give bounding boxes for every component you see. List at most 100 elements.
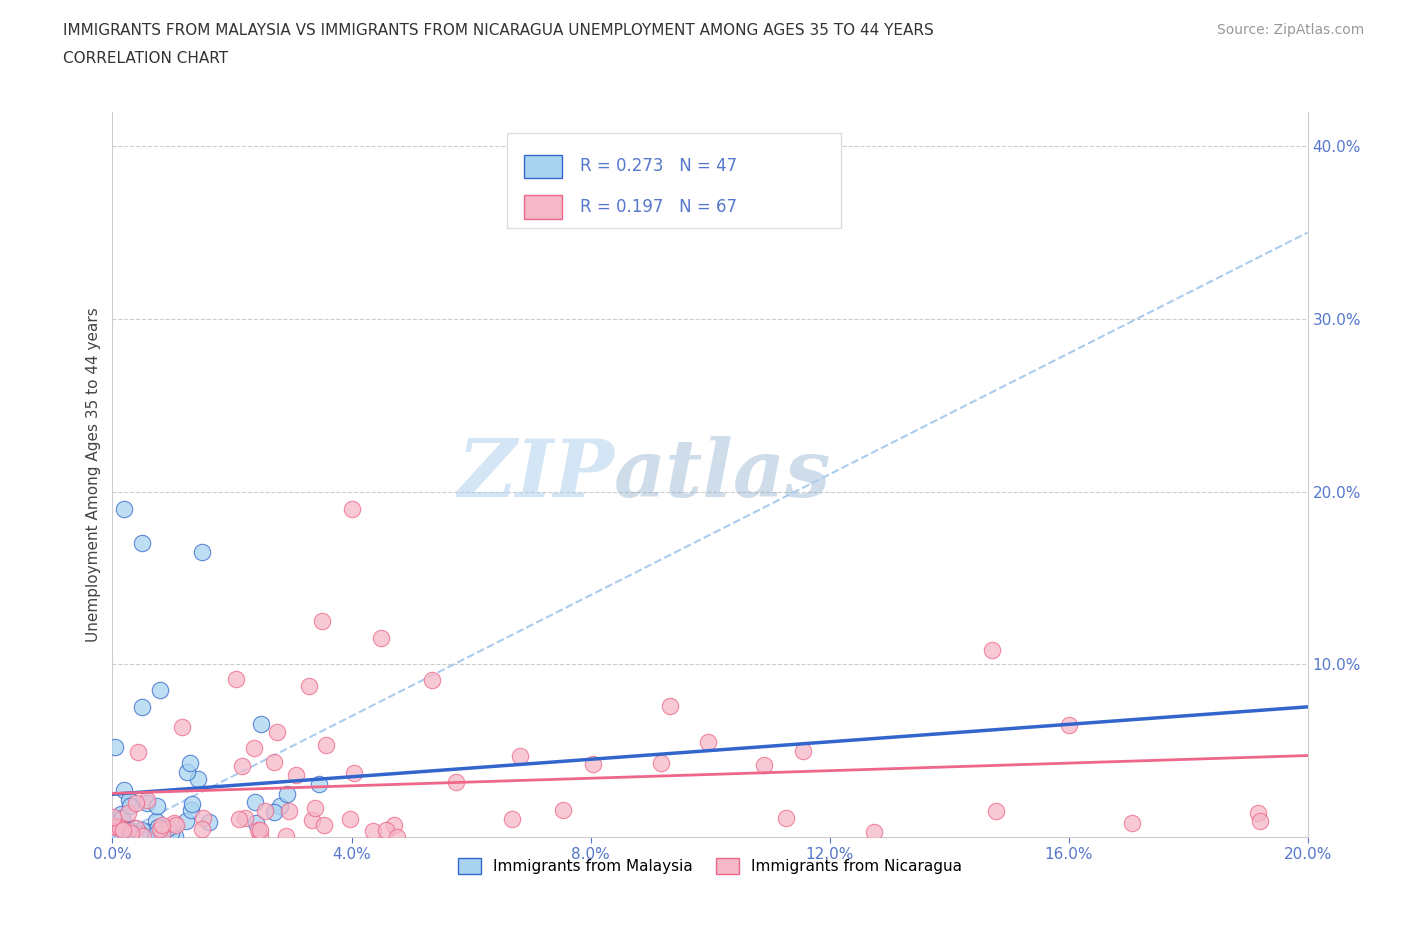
Point [160, 825, 183, 840]
Point [197, 815, 219, 830]
Point [231, 759, 253, 774]
Point [118, 828, 141, 843]
Point [650, 755, 672, 770]
Point [225, 671, 247, 686]
Point [135, 792, 157, 807]
Point [170, 720, 193, 735]
Point [263, 804, 285, 819]
Point [249, 829, 271, 844]
Point [165, 817, 187, 832]
Point [112, 783, 135, 798]
Point [311, 614, 333, 629]
Point [152, 817, 174, 832]
Point [301, 812, 323, 827]
Point [136, 796, 159, 811]
Point [180, 803, 202, 817]
Point [131, 823, 153, 838]
Point [382, 817, 405, 832]
Point [752, 757, 775, 772]
Point [247, 822, 270, 837]
Point [108, 821, 131, 836]
Point [340, 501, 363, 516]
Point [191, 545, 214, 560]
Point [156, 820, 179, 835]
Point [131, 700, 153, 715]
Point [509, 749, 531, 764]
Point [124, 796, 146, 811]
Point [176, 764, 198, 779]
Point [128, 829, 150, 844]
Point [792, 743, 814, 758]
Point [696, 735, 718, 750]
Point [114, 501, 135, 516]
Point [1121, 815, 1143, 830]
Point [191, 811, 214, 826]
Point [582, 757, 605, 772]
Point [775, 811, 797, 826]
Point [118, 799, 141, 814]
Point [385, 830, 408, 844]
Point [980, 643, 1002, 658]
Point [149, 683, 172, 698]
Point [101, 810, 124, 825]
Point [124, 820, 146, 835]
Point [129, 827, 152, 842]
Point [304, 801, 326, 816]
Point [339, 812, 361, 827]
Point [117, 823, 139, 838]
Y-axis label: Unemployment Among Ages 35 to 44 years: Unemployment Among Ages 35 to 44 years [86, 307, 101, 642]
Point [308, 777, 330, 791]
FancyBboxPatch shape [508, 133, 842, 228]
Point [111, 822, 134, 837]
Point [110, 823, 132, 838]
Point [1249, 814, 1271, 829]
Point [118, 793, 141, 808]
Point [104, 739, 127, 754]
Point [152, 826, 174, 841]
Bar [523, 154, 562, 178]
Point [285, 767, 308, 782]
Point [276, 829, 298, 844]
Point [249, 822, 271, 837]
Point [105, 828, 128, 843]
Point [179, 755, 201, 770]
Point [228, 812, 250, 827]
Point [250, 716, 273, 731]
Point [120, 826, 142, 841]
Point [1057, 717, 1080, 732]
Point [146, 819, 169, 834]
Point [553, 803, 575, 817]
Point [145, 828, 167, 843]
Point [343, 765, 366, 780]
Point [444, 775, 467, 790]
Point [180, 796, 202, 811]
Point [245, 816, 267, 830]
Point [110, 807, 132, 822]
Bar [523, 195, 562, 219]
Point [165, 829, 187, 844]
Point [125, 820, 148, 835]
Text: CORRELATION CHART: CORRELATION CHART [63, 51, 228, 66]
Point [254, 804, 277, 818]
Text: Source: ZipAtlas.com: Source: ZipAtlas.com [1216, 23, 1364, 37]
Point [104, 819, 127, 834]
Point [146, 799, 169, 814]
Point [111, 811, 134, 826]
Point [174, 814, 197, 829]
Point [501, 812, 523, 827]
Text: R = 0.197   N = 67: R = 0.197 N = 67 [579, 198, 737, 216]
Point [145, 813, 167, 828]
Point [269, 799, 291, 814]
Point [118, 821, 141, 836]
Point [162, 816, 184, 830]
Point [191, 821, 214, 836]
Text: atlas: atlas [614, 435, 832, 513]
Point [110, 825, 132, 840]
Point [263, 754, 285, 769]
Point [117, 805, 139, 820]
Text: R = 0.273   N = 47: R = 0.273 N = 47 [579, 157, 737, 176]
Point [104, 819, 127, 834]
Point [659, 698, 682, 713]
Text: IMMIGRANTS FROM MALAYSIA VS IMMIGRANTS FROM NICARAGUA UNEMPLOYMENT AMONG AGES 35: IMMIGRANTS FROM MALAYSIA VS IMMIGRANTS F… [63, 23, 934, 38]
Point [278, 804, 301, 818]
